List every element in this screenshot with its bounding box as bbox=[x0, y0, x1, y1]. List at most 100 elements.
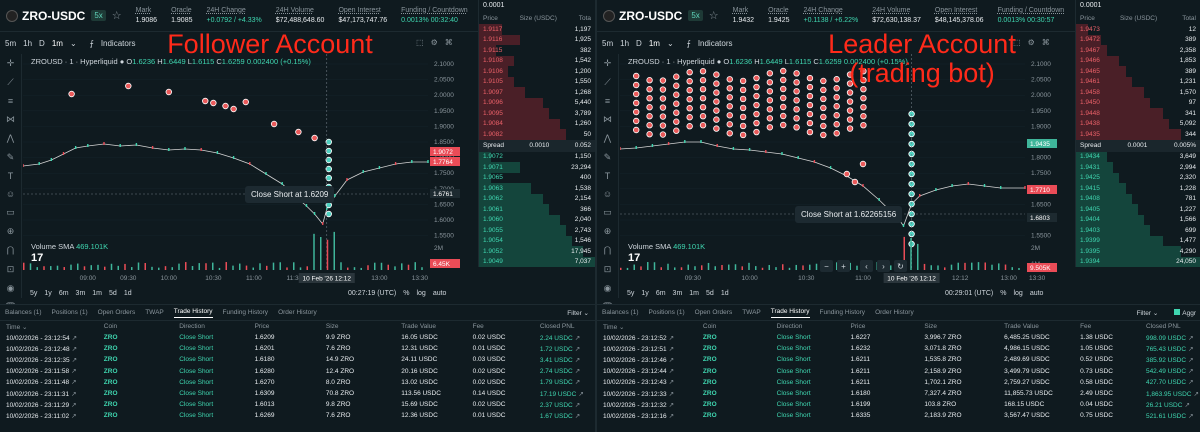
external-link-icon[interactable]: ↗ bbox=[575, 357, 580, 364]
tab-open-orders[interactable]: Open Orders bbox=[695, 309, 733, 316]
trade-time[interactable]: 10/02/2026 - 23:12:43 ↗ bbox=[597, 377, 697, 388]
trade-coin[interactable]: ZRO bbox=[697, 354, 771, 365]
trade-pnl[interactable]: 521.61 USDC ↗ bbox=[1140, 410, 1200, 421]
external-link-icon[interactable]: ↗ bbox=[575, 413, 580, 420]
bid-row[interactable]: 1.9063 1,538 bbox=[479, 183, 595, 194]
timescale-5d[interactable]: 5d bbox=[109, 290, 117, 297]
bid-row[interactable]: 1.9434 3,649 bbox=[1076, 152, 1200, 163]
trade-coin[interactable]: ZRO bbox=[98, 399, 173, 410]
timescale-5y[interactable]: 5y bbox=[30, 290, 37, 297]
trade-coin[interactable]: ZRO bbox=[697, 399, 771, 410]
bid-row[interactable]: 1.9052 17,945 bbox=[479, 246, 595, 257]
interval-1m[interactable]: 1m bbox=[52, 39, 63, 48]
indicators-icon[interactable]: ⨍ bbox=[687, 39, 691, 48]
trade-coin[interactable]: ZRO bbox=[697, 410, 771, 421]
interval-1h[interactable]: 1h bbox=[23, 39, 32, 48]
interval-5m[interactable]: 5m bbox=[602, 39, 613, 48]
zoom-icon[interactable]: ⊕ bbox=[7, 226, 15, 237]
bid-row[interactable]: 1.9403 699 bbox=[1076, 225, 1200, 236]
external-link-icon[interactable]: ↗ bbox=[71, 402, 76, 409]
bid-row[interactable]: 1.9065 400 bbox=[479, 173, 595, 184]
minus-icon[interactable]: − bbox=[820, 260, 833, 272]
external-link-icon[interactable]: ↗ bbox=[669, 368, 674, 375]
external-link-icon[interactable]: ↗ bbox=[72, 335, 77, 342]
tab-twap[interactable]: TWAP bbox=[742, 309, 761, 316]
external-link-icon[interactable]: ↗ bbox=[575, 368, 580, 375]
trade-pnl[interactable]: 765.43 USDC ↗ bbox=[1140, 343, 1200, 354]
ask-row[interactable]: 1.9450 97 bbox=[1076, 98, 1200, 109]
favorite-star-icon[interactable]: ☆ bbox=[112, 9, 122, 22]
ask-row[interactable]: 1.9467 2,358 bbox=[1076, 45, 1200, 56]
tab-order-history[interactable]: Order History bbox=[875, 309, 914, 316]
brush-icon[interactable]: ✎ bbox=[604, 152, 612, 163]
chevron-down-icon[interactable]: ⌄ bbox=[70, 39, 77, 48]
smile-icon[interactable]: ☺ bbox=[603, 189, 612, 199]
trendline-icon[interactable]: ⟋ bbox=[7, 77, 13, 88]
bid-row[interactable]: 1.9404 1,566 bbox=[1076, 215, 1200, 226]
layout-icon[interactable]: ⬚ bbox=[416, 38, 424, 47]
leverage-badge[interactable]: 5x bbox=[688, 10, 702, 21]
bid-row[interactable]: 1.9399 1,477 bbox=[1076, 236, 1200, 247]
chevron-left-icon[interactable]: ‹ bbox=[860, 260, 873, 272]
bid-row[interactable]: 1.9062 2,154 bbox=[479, 194, 595, 205]
timescale-1y[interactable]: 1y bbox=[44, 290, 51, 297]
scale-option-auto[interactable]: auto bbox=[1030, 290, 1044, 297]
magnet-icon[interactable]: ⋂ bbox=[7, 245, 14, 256]
trade-pnl[interactable]: 1.79 USDC ↗ bbox=[534, 377, 595, 388]
ask-row[interactable]: 1.9435 344 bbox=[1076, 129, 1200, 140]
interval-D[interactable]: D bbox=[39, 39, 45, 48]
ask-row[interactable]: 1.9438 5,092 bbox=[1076, 119, 1200, 130]
ask-row[interactable]: 1.9117 1,197 bbox=[479, 24, 595, 35]
bid-row[interactable]: 1.9425 2,320 bbox=[1076, 173, 1200, 184]
trade-pnl[interactable]: 1.67 USDC ↗ bbox=[534, 410, 595, 421]
aggregate-toggle[interactable]: Aggr bbox=[1174, 309, 1196, 317]
trade-pnl[interactable]: 385.92 USDC ↗ bbox=[1140, 354, 1200, 365]
ask-row[interactable]: 1.9108 1,542 bbox=[479, 56, 595, 67]
tab-positions-[interactable]: Positions (1) bbox=[649, 309, 685, 316]
column-header[interactable]: Time ⌄ bbox=[597, 321, 697, 332]
crosshair-icon[interactable]: ✛ bbox=[604, 58, 612, 69]
external-link-icon[interactable]: ↗ bbox=[575, 379, 580, 386]
tab-balances-[interactable]: Balances (1) bbox=[5, 309, 42, 316]
leverage-badge[interactable]: 5x bbox=[91, 10, 105, 21]
trade-pnl[interactable]: 3.41 USDC ↗ bbox=[534, 354, 595, 365]
lock-icon[interactable]: ⊡ bbox=[7, 264, 15, 275]
trade-coin[interactable]: ZRO bbox=[98, 366, 173, 377]
trade-coin[interactable]: ZRO bbox=[98, 410, 173, 421]
plus-icon[interactable]: + bbox=[837, 260, 850, 272]
bid-row[interactable]: 1.9431 2,994 bbox=[1076, 162, 1200, 173]
filter-dropdown[interactable]: Filter ⌄ bbox=[567, 309, 589, 317]
external-link-icon[interactable]: ↗ bbox=[1188, 346, 1193, 353]
interval-5m[interactable]: 5m bbox=[5, 39, 16, 48]
market-symbol[interactable]: ZRO-USDC bbox=[22, 9, 85, 23]
external-link-icon[interactable]: ↗ bbox=[71, 413, 76, 420]
external-link-icon[interactable]: ↗ bbox=[1188, 368, 1193, 375]
external-link-icon[interactable]: ↗ bbox=[578, 391, 583, 398]
tab-trade-history[interactable]: Trade History bbox=[771, 308, 810, 318]
bid-row[interactable]: 1.9415 1,228 bbox=[1076, 183, 1200, 194]
column-header[interactable]: Time ⌄ bbox=[0, 321, 98, 332]
external-link-icon[interactable]: ↗ bbox=[669, 357, 674, 364]
trade-coin[interactable]: ZRO bbox=[98, 332, 173, 343]
external-link-icon[interactable]: ↗ bbox=[669, 379, 674, 386]
chevron-down-icon[interactable]: ⌄ bbox=[667, 39, 674, 48]
trendline-icon[interactable]: ⟋ bbox=[604, 77, 610, 88]
bid-row[interactable]: 1.9060 2,040 bbox=[479, 215, 595, 226]
tab-balances-[interactable]: Balances (1) bbox=[602, 309, 639, 316]
trade-pnl[interactable]: 1,863.95 USDC ↗ bbox=[1140, 388, 1200, 399]
bid-row[interactable]: 1.9408 781 bbox=[1076, 194, 1200, 205]
fib-icon[interactable]: ⋈ bbox=[6, 114, 15, 125]
trade-time[interactable]: 10/02/2026 - 23:11:48 ↗ bbox=[0, 377, 98, 388]
bid-row[interactable]: 1.9071 23,294 bbox=[479, 162, 595, 173]
hlines-icon[interactable]: ≡ bbox=[8, 96, 13, 106]
trade-pnl[interactable]: 542.49 USDC ↗ bbox=[1140, 366, 1200, 377]
ask-row[interactable]: 1.9472 389 bbox=[1076, 35, 1200, 46]
bid-row[interactable]: 1.9072 1,150 bbox=[479, 152, 595, 163]
trade-time[interactable]: 10/02/2026 - 23:12:51 ↗ bbox=[597, 343, 697, 354]
smile-icon[interactable]: ☺ bbox=[6, 189, 15, 199]
ask-row[interactable]: 1.9115 382 bbox=[479, 45, 595, 56]
external-link-icon[interactable]: ↗ bbox=[71, 391, 76, 398]
ask-row[interactable]: 1.9097 1,268 bbox=[479, 87, 595, 98]
interval-D[interactable]: D bbox=[636, 39, 642, 48]
tick-size-select[interactable]: 0.0001 bbox=[1075, 0, 1200, 12]
